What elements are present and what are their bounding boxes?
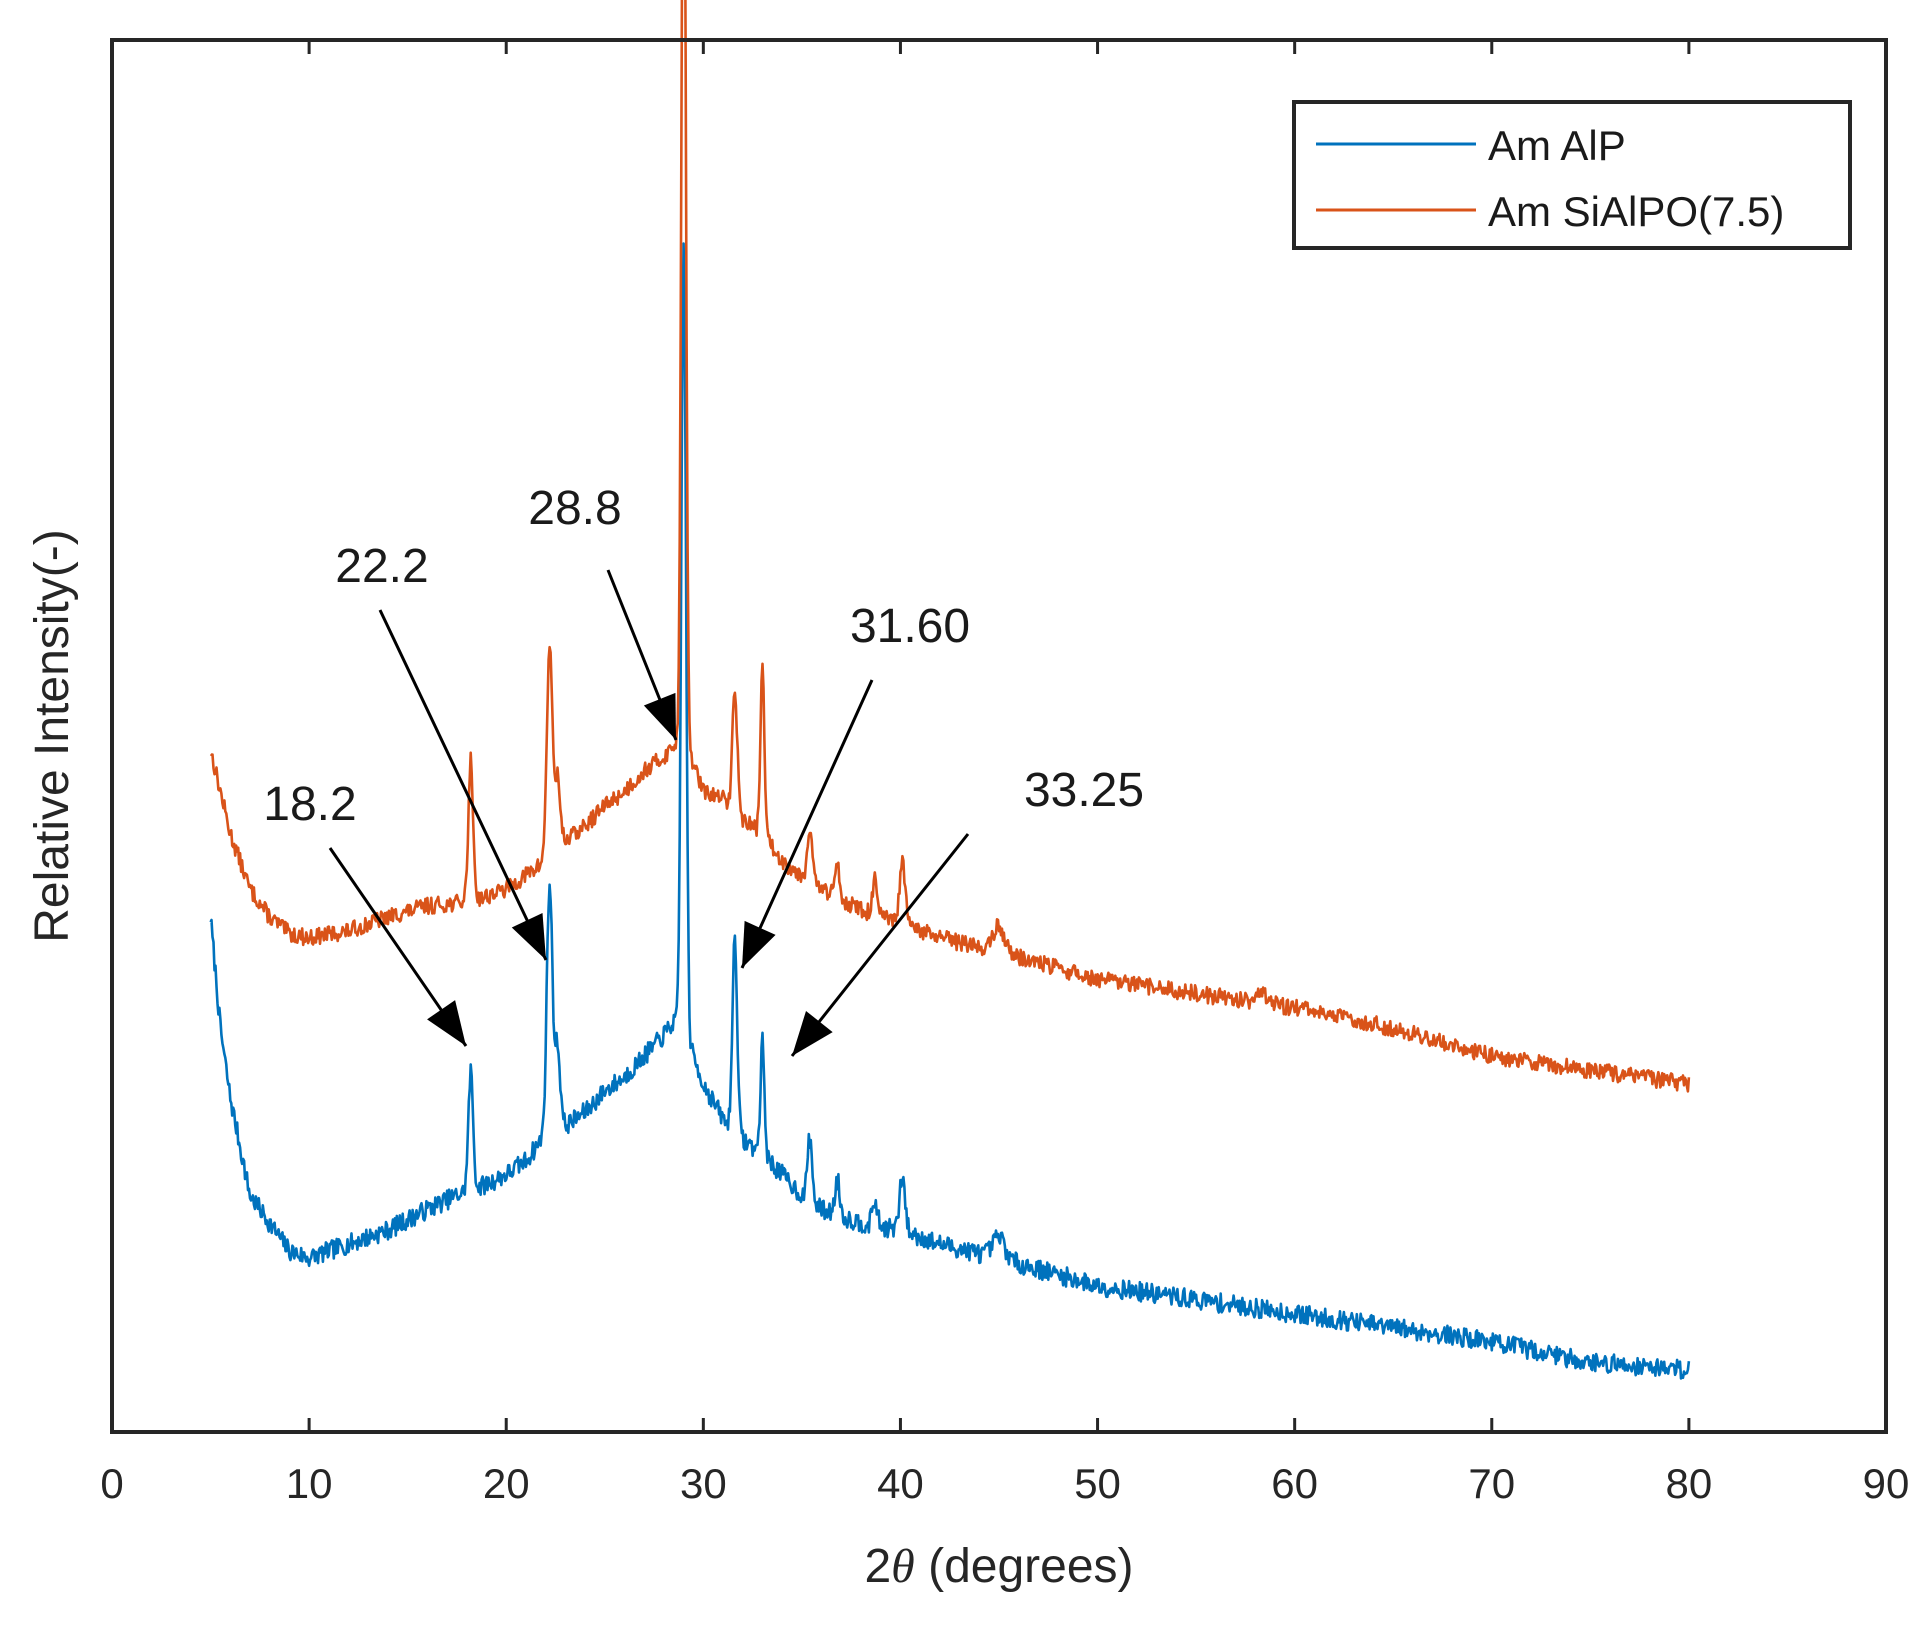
annotation-arrow-head [643,692,676,740]
x-axis-label: 2θ (degrees) [864,1540,1133,1593]
x-tick-label: 70 [1468,1460,1515,1507]
x-tick-label: 0 [100,1460,123,1507]
annotation-arrow-head [742,920,776,968]
x-tick-label: 40 [877,1460,924,1507]
x-tick-label: 60 [1271,1460,1318,1507]
plot-frame [110,38,1888,1434]
annotation-arrow-shaft [378,609,548,961]
x-tick-label: 80 [1666,1460,1713,1507]
annotation-arrow-head [511,912,546,960]
annotation-layer: 18.2 22.2 28.8 31.60 33.25 [263,482,1144,1057]
y-axis-label: Relative Intensity(-) [26,529,79,942]
annotation-arrow-head [427,1000,466,1046]
tick-layer: 0 10 20 30 40 50 60 70 80 90 [100,40,1909,1507]
x-axis-label-theta: θ [891,1540,915,1593]
annotation-label: 18.2 [263,778,356,831]
x-axis-label-prefix: 2 [864,1540,891,1593]
annotation-arrow-head [792,1010,833,1056]
x-tick-label: 50 [1074,1460,1121,1507]
annotation-label: 33.25 [1024,764,1144,817]
x-axis-label-suffix: (degrees) [915,1540,1134,1593]
series-line-am-alp [209,242,1691,1380]
x-tick-label: 30 [680,1460,727,1507]
annotation-label: 31.60 [850,600,970,653]
x-tick-label: 10 [286,1460,333,1507]
legend-label-am-sialpo: Am SiAlPO(7.5) [1488,188,1784,235]
annotation-arrow-shaft [740,679,874,969]
annotation-arrow-shaft [790,833,970,1057]
x-tick-label: 20 [483,1460,530,1507]
x-tick-label: 90 [1863,1460,1910,1507]
legend-label-am-alp: Am AlP [1488,122,1626,169]
legend: Am AlP Am SiAlPO(7.5) [1292,100,1852,250]
legend-box [1292,100,1852,250]
series-line-am-sialpo [209,0,1691,1093]
series-layer [209,0,1691,1380]
annotation-label: 22.2 [335,540,428,593]
annotation-label: 28.8 [528,482,621,535]
